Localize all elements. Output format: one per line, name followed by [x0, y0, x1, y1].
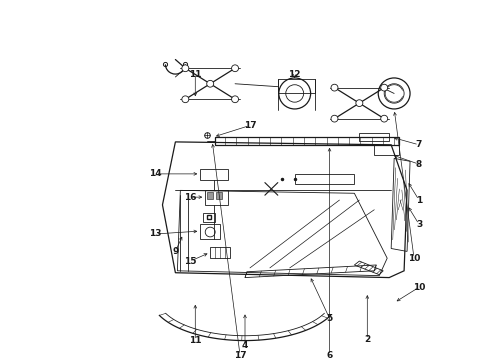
- Text: 15: 15: [184, 257, 196, 266]
- Text: 14: 14: [149, 170, 162, 179]
- Circle shape: [207, 80, 214, 87]
- Text: 5: 5: [326, 314, 333, 323]
- Circle shape: [356, 100, 363, 107]
- Text: 4: 4: [242, 341, 248, 350]
- Circle shape: [331, 84, 338, 91]
- Circle shape: [182, 65, 189, 72]
- Text: 9: 9: [172, 247, 178, 256]
- Circle shape: [381, 84, 388, 91]
- Circle shape: [331, 115, 338, 122]
- Text: 17: 17: [244, 121, 256, 130]
- Text: 11: 11: [189, 69, 201, 78]
- Text: 13: 13: [149, 229, 162, 238]
- Text: 2: 2: [364, 335, 370, 344]
- Circle shape: [182, 96, 189, 103]
- Text: 12: 12: [289, 69, 301, 78]
- Circle shape: [381, 115, 388, 122]
- Circle shape: [232, 96, 239, 103]
- Text: 7: 7: [416, 140, 422, 149]
- Circle shape: [232, 65, 239, 72]
- Text: 3: 3: [416, 220, 422, 229]
- Text: 8: 8: [416, 160, 422, 169]
- Text: 1: 1: [416, 195, 422, 204]
- Text: 16: 16: [184, 193, 196, 202]
- Text: 11: 11: [189, 336, 201, 345]
- Text: 6: 6: [326, 351, 333, 360]
- Polygon shape: [207, 192, 213, 199]
- Text: 17: 17: [234, 351, 246, 360]
- Polygon shape: [216, 192, 222, 199]
- Text: 10: 10: [408, 254, 420, 263]
- Text: 10: 10: [413, 283, 425, 292]
